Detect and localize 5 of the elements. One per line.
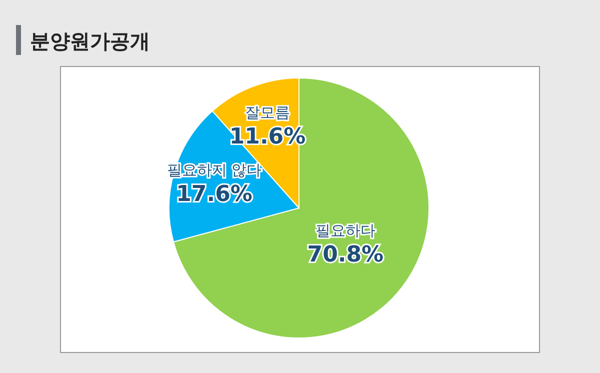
chart-title: 분양원가공개 xyxy=(30,29,150,53)
slice-label: 잘모름 xyxy=(244,103,290,122)
data-label: 70.8% xyxy=(307,242,384,268)
data-label: 17.6% xyxy=(176,182,252,207)
slice-label: 필요하다 xyxy=(315,222,376,240)
